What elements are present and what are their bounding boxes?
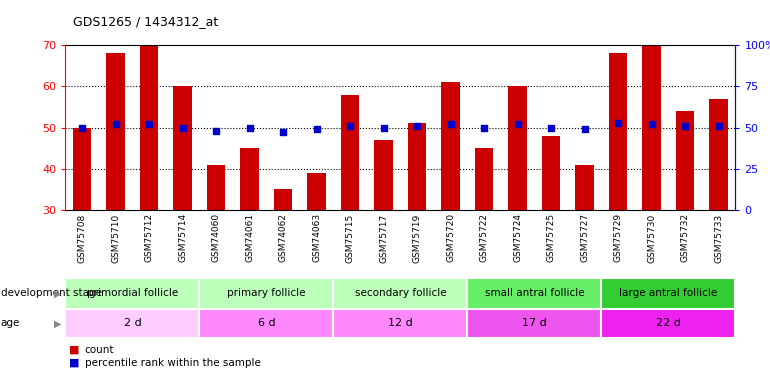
Text: GSM75725: GSM75725: [547, 213, 556, 262]
Point: [109, 121, 122, 127]
Point: [679, 123, 691, 129]
Bar: [508, 86, 527, 210]
Bar: [408, 123, 427, 210]
Bar: [73, 128, 92, 210]
Text: ▶: ▶: [54, 318, 62, 328]
Text: GSM75714: GSM75714: [178, 213, 187, 262]
Text: GSM75727: GSM75727: [580, 213, 589, 262]
Text: secondary follicle: secondary follicle: [355, 288, 446, 298]
Point: [143, 121, 156, 127]
Text: GSM75729: GSM75729: [614, 213, 623, 262]
Bar: [467, 278, 601, 309]
Bar: [441, 82, 460, 210]
Bar: [240, 148, 259, 210]
Bar: [199, 309, 333, 338]
Point: [310, 126, 323, 132]
Text: GSM75722: GSM75722: [480, 213, 489, 262]
Point: [243, 124, 256, 130]
Point: [712, 123, 725, 129]
Text: GSM75730: GSM75730: [647, 213, 656, 262]
Text: 2 d: 2 d: [123, 318, 142, 328]
Text: primordial follicle: primordial follicle: [87, 288, 178, 298]
Point: [645, 121, 658, 127]
Bar: [333, 278, 467, 309]
Text: GSM75719: GSM75719: [413, 213, 422, 262]
Bar: [542, 136, 561, 210]
Bar: [467, 309, 601, 338]
Point: [210, 128, 223, 134]
Text: GSM74060: GSM74060: [212, 213, 221, 262]
Text: percentile rank within the sample: percentile rank within the sample: [85, 358, 260, 368]
Point: [612, 120, 624, 126]
Bar: [106, 53, 125, 210]
Point: [277, 129, 290, 135]
Bar: [601, 309, 735, 338]
Text: GSM75712: GSM75712: [145, 213, 154, 262]
Bar: [374, 140, 393, 210]
Point: [344, 123, 357, 129]
Text: GSM75715: GSM75715: [346, 213, 355, 262]
Text: GSM75724: GSM75724: [513, 213, 522, 262]
Bar: [676, 111, 695, 210]
Text: 12 d: 12 d: [388, 318, 413, 328]
Point: [578, 126, 591, 132]
Point: [545, 124, 557, 130]
Text: GSM75720: GSM75720: [446, 213, 455, 262]
Bar: [475, 148, 494, 210]
Bar: [609, 53, 628, 210]
Bar: [575, 165, 594, 210]
Text: ■: ■: [69, 358, 80, 368]
Bar: [709, 99, 728, 210]
Point: [176, 124, 189, 130]
Point: [377, 124, 390, 130]
Text: large antral follicle: large antral follicle: [619, 288, 718, 298]
Text: GSM74061: GSM74061: [245, 213, 254, 262]
Text: GSM75732: GSM75732: [681, 213, 690, 262]
Text: count: count: [85, 345, 114, 355]
Text: GSM74062: GSM74062: [279, 213, 288, 262]
Bar: [140, 45, 159, 210]
Text: GDS1265 / 1434312_at: GDS1265 / 1434312_at: [73, 15, 219, 28]
Text: 17 d: 17 d: [522, 318, 547, 328]
Point: [478, 124, 490, 130]
Bar: [274, 189, 293, 210]
Bar: [173, 86, 192, 210]
Text: small antral follicle: small antral follicle: [484, 288, 584, 298]
Bar: [307, 173, 326, 210]
Bar: [65, 278, 199, 309]
Text: development stage: development stage: [1, 288, 102, 298]
Bar: [341, 94, 360, 210]
Point: [444, 121, 457, 127]
Bar: [333, 309, 467, 338]
Bar: [199, 278, 333, 309]
Text: 22 d: 22 d: [656, 318, 681, 328]
Text: age: age: [1, 318, 20, 328]
Text: 6 d: 6 d: [258, 318, 275, 328]
Bar: [65, 309, 199, 338]
Point: [411, 123, 424, 129]
Text: GSM75733: GSM75733: [714, 213, 723, 262]
Text: ■: ■: [69, 345, 80, 355]
Text: primary follicle: primary follicle: [227, 288, 306, 298]
Bar: [207, 165, 226, 210]
Text: GSM74063: GSM74063: [312, 213, 321, 262]
Text: GSM75710: GSM75710: [111, 213, 120, 262]
Bar: [601, 278, 735, 309]
Text: GSM75708: GSM75708: [78, 213, 87, 262]
Point: [76, 124, 89, 130]
Text: ▶: ▶: [54, 288, 62, 298]
Text: GSM75717: GSM75717: [379, 213, 388, 262]
Bar: [642, 45, 661, 210]
Point: [511, 121, 524, 127]
